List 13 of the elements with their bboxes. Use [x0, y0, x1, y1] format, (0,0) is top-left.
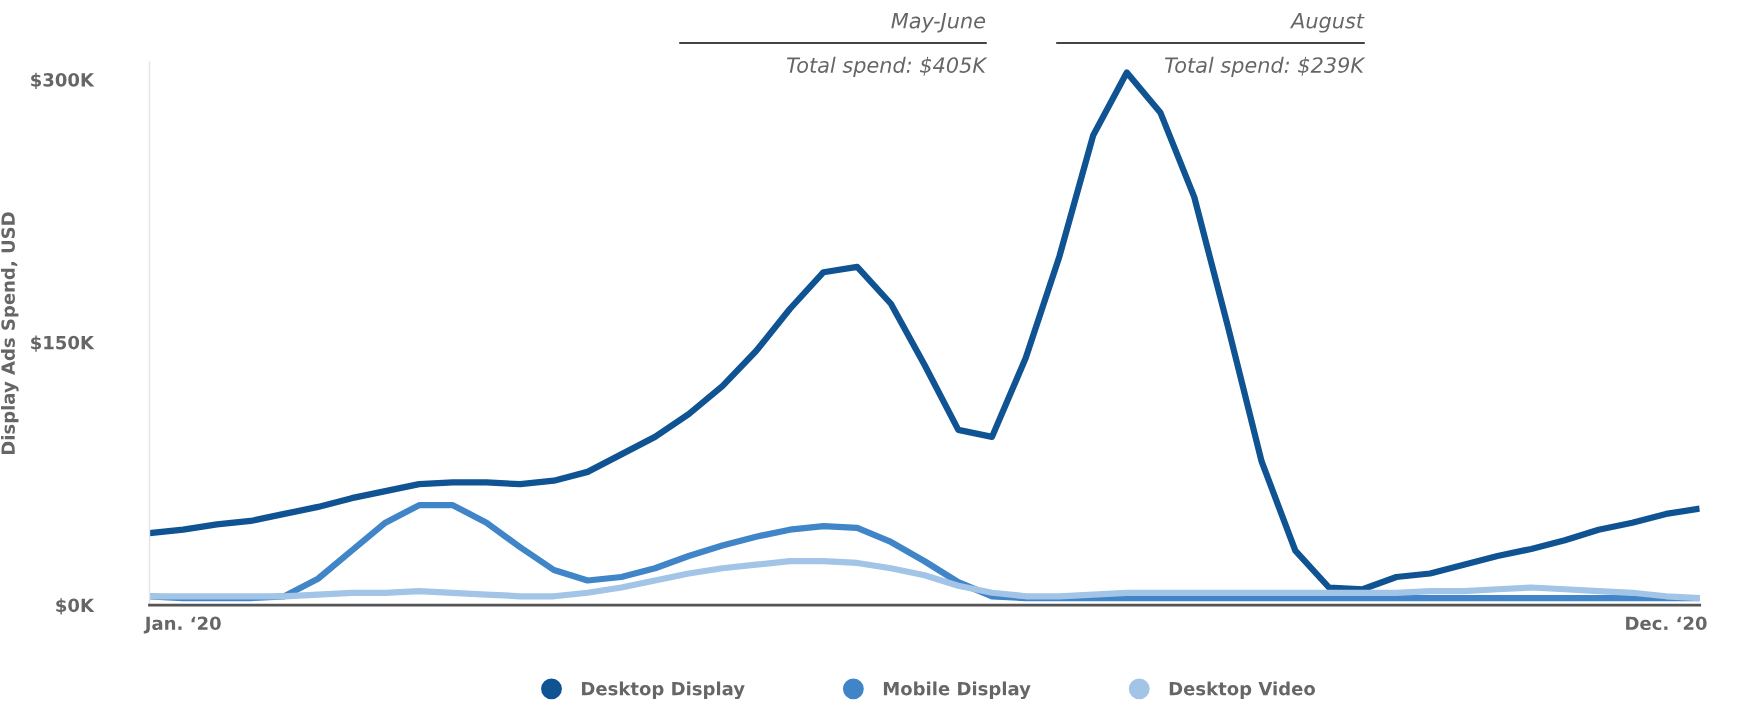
legend-label: Desktop Video: [1169, 681, 1315, 699]
legend-label: Mobile Display: [883, 681, 1031, 700]
y-axis-title: Display Ads Spend, USD: [0, 212, 19, 455]
x-tick-label: Dec. ‘20: [1626, 616, 1707, 631]
annotation: Total spend: $239K: [1165, 56, 1366, 77]
legend-label: Desktop Display: [582, 681, 745, 700]
y-tick-label: $300K: [31, 72, 95, 90]
text: May-June: [891, 13, 986, 33]
y-tick-label: $0K: [56, 598, 95, 615]
text: August: [1289, 13, 1365, 33]
y-tick-label: $150K: [31, 335, 95, 352]
annotation: Total spend: $405K: [787, 56, 988, 77]
x-tick-label: Jan. ‘20: [143, 616, 221, 634]
